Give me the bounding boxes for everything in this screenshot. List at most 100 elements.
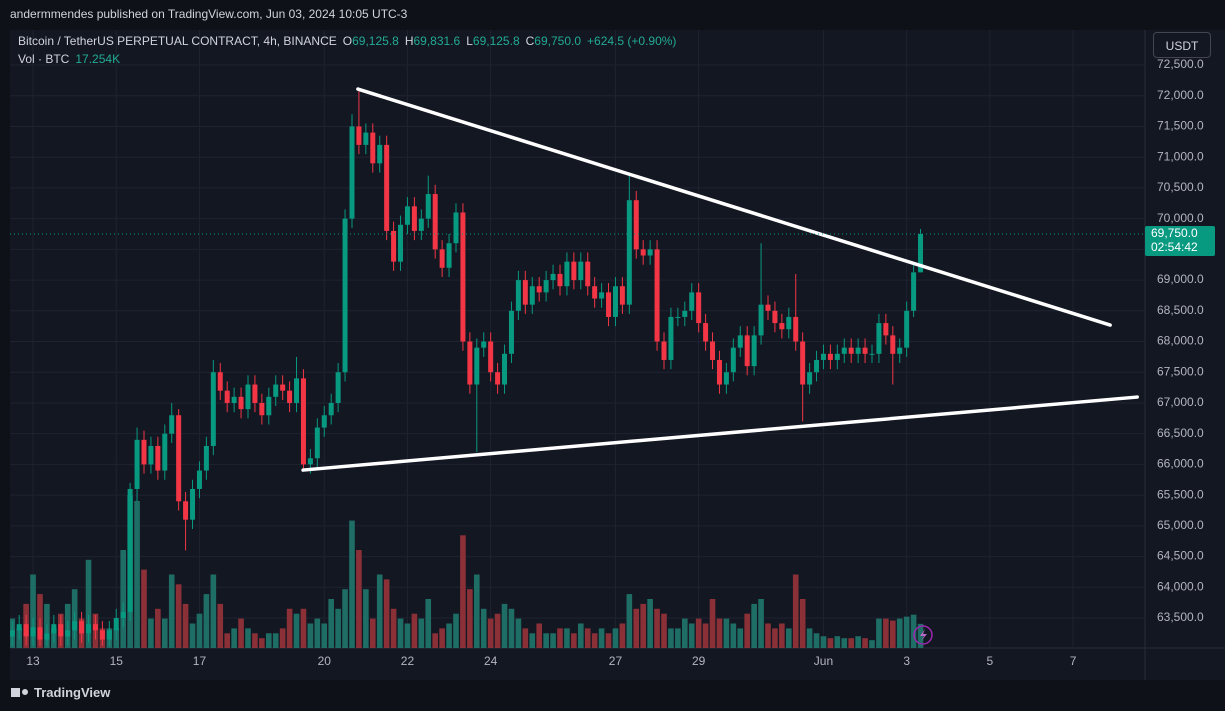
candle-body	[585, 261, 591, 287]
volume-bar	[418, 618, 425, 648]
candle-body	[918, 233, 924, 273]
last-price-label: 69,750.0	[1151, 226, 1198, 240]
y-tick-label: 63,500.0	[1157, 610, 1204, 624]
candle-body	[439, 249, 445, 268]
candle-body	[862, 347, 868, 354]
volume-bar	[508, 608, 515, 648]
replay-icon[interactable]	[913, 625, 933, 645]
symbol-title: Bitcoin / TetherUS PERPETUAL CONTRACT, 4…	[18, 34, 337, 48]
candle-body	[238, 396, 244, 410]
candle-body	[391, 230, 397, 262]
volume-bar	[439, 628, 445, 648]
candle-body	[682, 310, 688, 317]
volume-value: 17.254K	[75, 52, 121, 66]
last-price-tag	[1145, 225, 1215, 256]
candle-body	[169, 415, 175, 434]
volume-bar	[903, 616, 910, 648]
volume-bar	[889, 620, 896, 648]
candle-body	[300, 378, 306, 465]
volume-bar	[862, 638, 868, 648]
candle-body	[578, 261, 584, 281]
candle-body	[592, 286, 598, 299]
price-axis	[1145, 30, 1225, 680]
volume-bar	[460, 535, 466, 648]
candle-body	[730, 347, 736, 373]
volume-bar	[210, 574, 217, 648]
volume-bar	[203, 594, 210, 648]
candle-body	[904, 310, 910, 348]
candle-body	[876, 323, 882, 354]
volume-bar	[688, 623, 695, 648]
candle-body	[425, 194, 431, 219]
volume-bar	[293, 613, 300, 648]
volume-bar	[480, 608, 487, 648]
volume-bar	[605, 633, 612, 648]
volume-bar	[85, 559, 92, 648]
candle-body	[51, 624, 57, 634]
volume-bar	[342, 589, 348, 648]
volume-bar	[737, 628, 744, 648]
candle-body	[612, 286, 618, 317]
candle-body	[217, 372, 223, 391]
volume-bar	[785, 628, 792, 648]
candle-body	[640, 249, 646, 256]
candle-body	[79, 621, 85, 634]
volume-bar	[134, 501, 140, 648]
candle-body	[266, 396, 272, 416]
candle-body	[737, 335, 743, 348]
volume-bar	[231, 628, 237, 648]
volume-bar	[799, 599, 806, 648]
candle-body	[398, 224, 404, 262]
candle-body	[224, 390, 230, 403]
volume-bar	[515, 618, 522, 648]
y-tick-label: 64,000.0	[1157, 579, 1204, 593]
candle-body	[294, 378, 300, 403]
candle-body	[307, 458, 313, 465]
candle-body	[841, 347, 847, 354]
candle-body	[883, 323, 889, 336]
candle-body	[543, 280, 549, 293]
candle-body	[377, 144, 383, 164]
volume-bar	[473, 574, 480, 648]
candle-body	[793, 316, 799, 342]
volume-bar	[238, 618, 244, 648]
volume-bar	[681, 618, 688, 648]
volume-bar	[369, 618, 376, 648]
volume-bar	[446, 623, 452, 648]
volume-bar	[640, 603, 646, 648]
volume-bar	[564, 628, 570, 648]
candle-body	[342, 218, 348, 373]
candle-body	[418, 218, 424, 231]
footer-brand: TradingView	[34, 685, 111, 700]
candle-body	[99, 630, 105, 640]
candle-body	[571, 261, 577, 281]
volume-bar	[161, 618, 168, 648]
y-tick-label: 69,000.0	[1157, 272, 1204, 286]
candle-body	[536, 286, 542, 293]
x-tick-label: Jun	[814, 654, 833, 668]
candle-body	[557, 273, 563, 287]
candle-body	[786, 316, 792, 330]
candle-body	[550, 273, 556, 281]
legend-key: O	[342, 34, 353, 48]
x-tick-label: 24	[484, 654, 498, 668]
y-tick-label: 68,000.0	[1157, 334, 1204, 348]
x-tick-label: 22	[401, 654, 415, 668]
volume-bar	[543, 633, 549, 648]
candle-body	[245, 384, 251, 410]
volume-bar	[571, 633, 577, 648]
candle-body	[515, 280, 521, 311]
x-tick-label: 17	[193, 654, 207, 668]
volume-bar	[432, 633, 438, 648]
volume-bar	[189, 623, 196, 648]
candle-body	[231, 396, 237, 403]
volume-bar	[321, 623, 328, 648]
y-tick-label: 66,500.0	[1157, 426, 1204, 440]
candle-body	[599, 292, 605, 299]
volume-legend: Vol · BTC 17.254K	[18, 52, 120, 66]
currency-button[interactable]: USDT	[1153, 32, 1211, 58]
candle-body	[696, 292, 702, 324]
volume-bar	[349, 520, 355, 648]
volume-bar	[383, 579, 390, 648]
